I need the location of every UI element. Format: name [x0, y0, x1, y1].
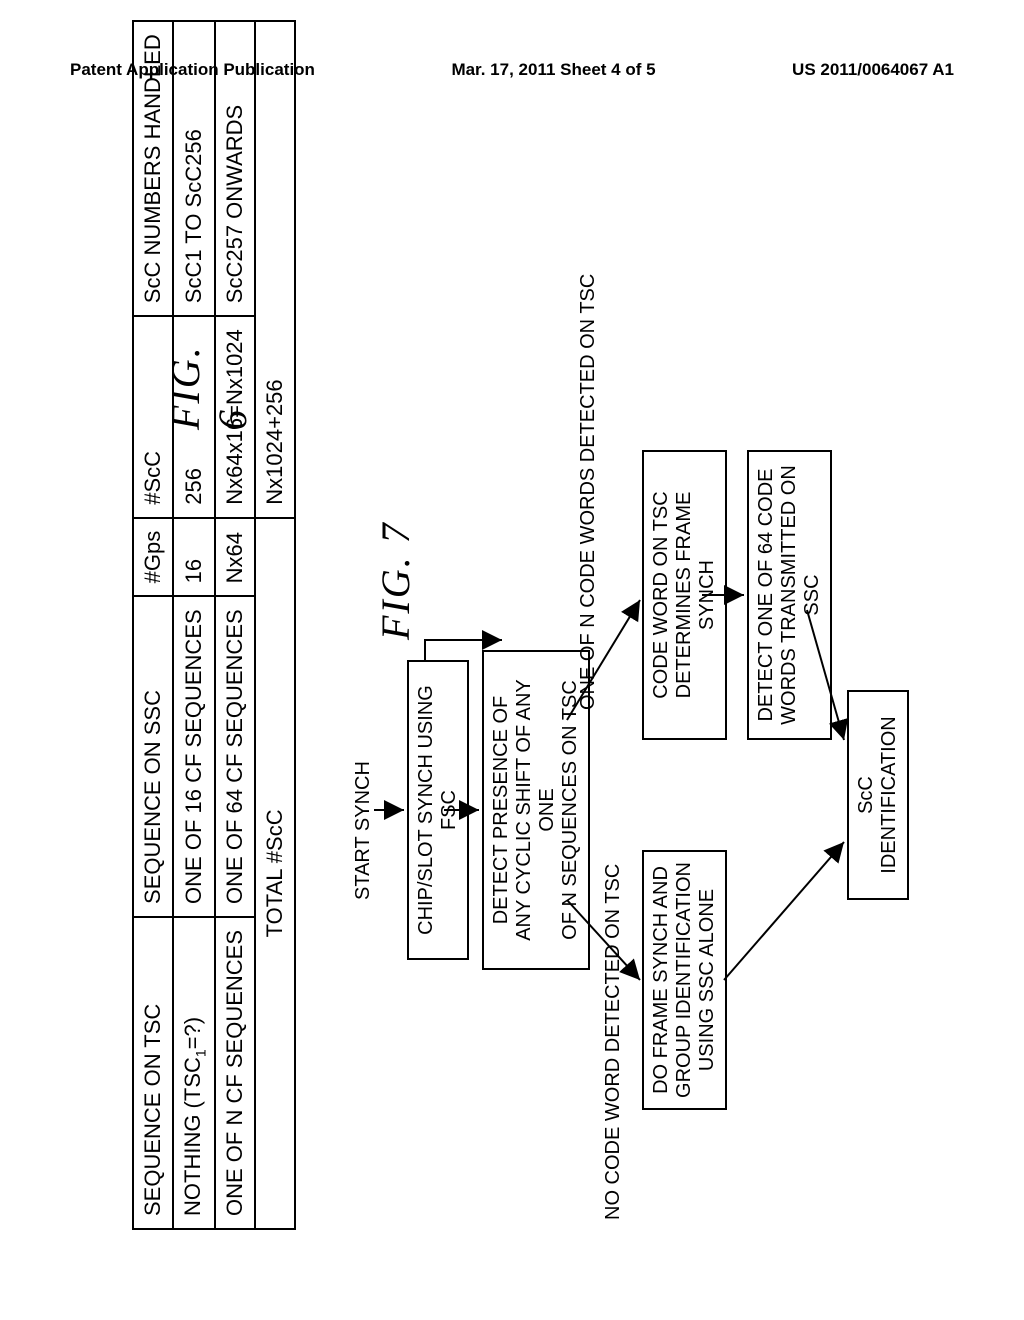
- cell-sub: 1: [192, 1049, 208, 1057]
- header-right: US 2011/0064067 A1: [792, 60, 954, 80]
- node-frame-synch-ssc: DO FRAME SYNCH AND GROUP IDENTIFICATION …: [642, 850, 727, 1110]
- cell: 16: [173, 518, 215, 597]
- node-line: DETECT ONE OF 64 CODE: [755, 462, 778, 728]
- col-scc-nums: ScC NUMBERS HANDLED: [133, 21, 173, 316]
- node-chip-slot-synch: CHIP/SLOT SYNCH USING FSC: [407, 660, 469, 960]
- page: Patent Application Publication Mar. 17, …: [0, 0, 1024, 1320]
- cell: Nx1024+256: [255, 21, 295, 517]
- branch-right-text: ONE OF N CODE WORDS DETECTED ON TSC: [577, 274, 600, 710]
- table-row: ONE OF N CF SEQUENCES ONE OF 64 CF SEQUE…: [215, 21, 255, 1229]
- cell-text: NOTHING (TSC: [180, 1057, 205, 1216]
- node-line: DO FRAME SYNCH AND: [650, 862, 673, 1098]
- cell: ONE OF 16 CF SEQUENCES: [173, 596, 215, 917]
- fig6-block: SEQUENCE ON TSC SEQUENCE ON SSC #Gps #Sc…: [132, 470, 296, 1230]
- branch-left-text: NO CODE WORD DETECTED ON TSC: [602, 864, 625, 1220]
- fig6-label: FIG. 6: [162, 345, 256, 430]
- start-synch-text: START SYNCH: [352, 761, 375, 900]
- cell: ONE OF 64 CF SEQUENCES: [215, 596, 255, 917]
- node-line: ANY CYCLIC SHIFT OF ANY ONE: [513, 662, 559, 958]
- node-line: WORDS TRANSMITTED ON SSC: [778, 462, 824, 728]
- node-line: GROUP IDENTIFICATION: [673, 862, 696, 1098]
- node-scc-identification: ScC IDENTIFICATION: [847, 690, 909, 900]
- fig6-table: SEQUENCE ON TSC SEQUENCE ON SSC #Gps #Sc…: [132, 20, 296, 1230]
- node-line: DETECT PRESENCE OF: [490, 662, 513, 958]
- fig7-block: FIG. 7 START SYNCH CHIP/SLOT SYNCH USING…: [352, 290, 892, 1110]
- node-line: DETERMINES FRAME SYNCH: [673, 462, 719, 728]
- table-row: NOTHING (TSC1=?) ONE OF 16 CF SEQUENCES …: [173, 21, 215, 1229]
- node-code-word-tsc: CODE WORD ON TSC DETERMINES FRAME SYNCH: [642, 450, 727, 740]
- cell: ONE OF N CF SEQUENCES: [215, 917, 255, 1229]
- node-detect-presence: DETECT PRESENCE OF ANY CYCLIC SHIFT OF A…: [482, 650, 590, 970]
- cell-total-label: TOTAL #ScC: [255, 518, 295, 1229]
- cell: ScC1 TO ScC256: [173, 21, 215, 316]
- node-line: CODE WORD ON TSC: [650, 462, 673, 728]
- cell: Nx64: [215, 518, 255, 597]
- cell: ScC257 ONWARDS: [215, 21, 255, 316]
- node-detect-64-codes: DETECT ONE OF 64 CODE WORDS TRANSMITTED …: [747, 450, 832, 740]
- node-line: USING SSC ALONE: [696, 862, 719, 1098]
- col-seq-tsc: SEQUENCE ON TSC: [133, 917, 173, 1229]
- cell: NOTHING (TSC1=?): [173, 917, 215, 1229]
- header-center: Mar. 17, 2011 Sheet 4 of 5: [451, 60, 655, 80]
- table-row: TOTAL #ScC Nx1024+256: [255, 21, 295, 1229]
- rotated-content: SEQUENCE ON TSC SEQUENCE ON SSC #Gps #Sc…: [122, 150, 902, 1250]
- col-gps: #Gps: [133, 518, 173, 597]
- cell-suffix: =?): [180, 1017, 205, 1049]
- col-seq-ssc: SEQUENCE ON SSC: [133, 596, 173, 917]
- fig7-label: FIG. 7: [372, 521, 419, 640]
- table-header-row: SEQUENCE ON TSC SEQUENCE ON SSC #Gps #Sc…: [133, 21, 173, 1229]
